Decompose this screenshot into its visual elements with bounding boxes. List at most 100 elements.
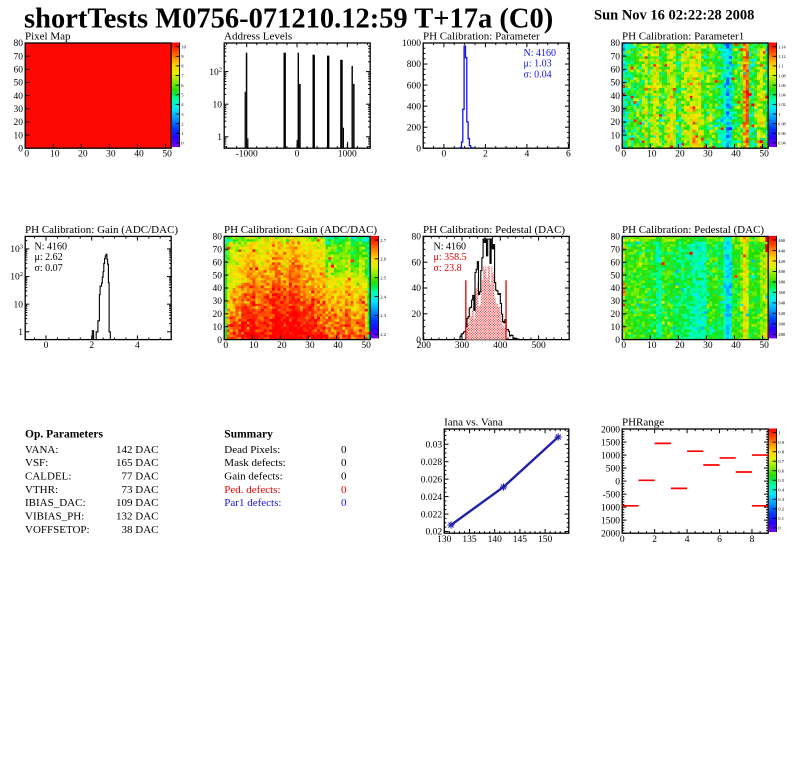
svg-text:420: 420 [778,259,786,264]
svg-text:Address Levels: Address Levels [224,31,292,43]
svg-text:400: 400 [493,341,508,351]
svg-text:PH Calibration: Gain (ADC/DAC): PH Calibration: Gain (ADC/DAC) [25,224,178,236]
svg-text:0.9: 0.9 [778,440,784,445]
svg-text:0.028: 0.028 [421,458,443,468]
svg-text:500: 500 [606,464,621,474]
svg-text:2000: 2000 [601,425,620,435]
svg-text:10: 10 [611,323,621,333]
svg-text:0.02: 0.02 [425,528,442,538]
svg-text:Pixel Map: Pixel Map [25,31,71,43]
svg-text:103: 103 [10,244,23,256]
svg-text:40: 40 [731,341,741,351]
svg-text:300: 300 [455,341,470,351]
svg-text:400: 400 [407,102,422,112]
svg-text:0.5: 0.5 [778,478,784,483]
svg-text:2.7: 2.7 [380,238,386,243]
svg-text:80: 80 [213,233,223,243]
svg-text:10: 10 [213,100,223,110]
svg-text:0.03: 0.03 [425,440,442,450]
svg-text:0.2: 0.2 [778,507,784,512]
svg-text:50: 50 [14,79,24,89]
svg-text:10: 10 [647,341,657,351]
svg-text:20: 20 [675,341,685,351]
svg-text:0: 0 [341,497,347,509]
svg-text:50: 50 [213,271,223,281]
svg-text:1.14: 1.14 [778,44,786,49]
svg-text:1: 1 [778,430,781,435]
svg-text:0: 0 [18,144,23,154]
svg-text:73 DAC: 73 DAC [122,484,159,496]
svg-text:30: 30 [611,105,621,115]
svg-text:CALDEL:: CALDEL: [25,471,71,483]
svg-text:2: 2 [652,535,657,545]
svg-text:PH Calibration: Gain (ADC/DAC): PH Calibration: Gain (ADC/DAC) [224,224,377,236]
svg-text:60: 60 [14,66,24,76]
svg-text:30: 30 [14,105,24,115]
svg-text:0.4: 0.4 [778,488,784,493]
svg-text:Sun Nov 16 02:22:28 2008: Sun Nov 16 02:22:28 2008 [594,8,754,24]
svg-text:1.1: 1.1 [778,64,783,69]
svg-text:30: 30 [305,341,315,351]
svg-text:340: 340 [778,301,786,306]
svg-text:6: 6 [566,150,571,160]
svg-text:30: 30 [703,150,713,160]
svg-text:130: 130 [437,535,452,545]
svg-text:N: 4160: N: 4160 [524,48,557,59]
svg-text:300: 300 [778,322,786,327]
svg-text:460: 460 [778,238,786,243]
svg-text:0.7: 0.7 [778,459,784,464]
svg-text:PHRange: PHRange [622,416,664,428]
svg-text:2.4: 2.4 [380,294,386,299]
svg-text:4: 4 [525,150,530,160]
svg-text:60: 60 [213,258,223,268]
svg-text:0: 0 [416,336,421,346]
svg-text:0: 0 [341,444,347,456]
svg-text:PH Calibration: Parameter: PH Calibration: Parameter [423,31,540,43]
svg-text:50: 50 [611,271,621,281]
svg-text:Mask defects:: Mask defects: [224,457,285,469]
svg-text:0: 0 [341,457,347,469]
svg-text:6: 6 [717,535,722,545]
svg-text:1000: 1000 [338,150,357,160]
svg-text:0: 0 [24,150,29,160]
svg-text:1000: 1000 [402,39,421,49]
svg-text:1.06: 1.06 [778,83,785,88]
svg-text:μ: 358.5: μ: 358.5 [434,252,467,263]
svg-text:4: 4 [685,535,690,545]
svg-text:0: 0 [416,144,421,154]
svg-text:50: 50 [611,79,621,89]
svg-text:1: 1 [217,133,222,143]
svg-text:VSF:: VSF: [25,457,48,469]
svg-text:1000: 1000 [601,451,620,461]
svg-text:Par1 defects:: Par1 defects: [224,497,281,509]
svg-text:20: 20 [14,118,24,128]
svg-text:3: 3 [181,112,184,117]
svg-text:2.6: 2.6 [380,257,386,262]
svg-text:0.1: 0.1 [778,516,784,521]
svg-text:1.02: 1.02 [778,102,785,107]
svg-text:1000: 1000 [601,503,620,513]
svg-text:4: 4 [181,102,184,107]
svg-text:N: 4160: N: 4160 [35,241,68,252]
svg-text:70: 70 [611,52,621,62]
svg-text:135: 135 [462,535,477,545]
svg-text:70: 70 [14,52,24,62]
svg-text:1500: 1500 [601,438,620,448]
svg-text:5: 5 [181,93,184,98]
svg-text:0: 0 [181,141,184,146]
svg-text:0: 0 [44,341,49,351]
svg-text:142 DAC: 142 DAC [116,444,158,456]
svg-text:1.08: 1.08 [778,73,785,78]
svg-text:0: 0 [621,341,626,351]
svg-text:Op. Parameters: Op. Parameters [25,428,103,440]
svg-text:280: 280 [778,332,786,337]
svg-text:500: 500 [531,341,546,351]
svg-text:0: 0 [442,150,447,160]
svg-text:40: 40 [333,341,343,351]
svg-text:0: 0 [341,484,347,496]
svg-text:40: 40 [412,284,422,294]
svg-text:σ: 23.8: σ: 23.8 [434,263,462,274]
svg-text:2.5: 2.5 [380,276,386,281]
svg-text:1: 1 [778,112,780,117]
svg-text:0: 0 [778,526,781,531]
